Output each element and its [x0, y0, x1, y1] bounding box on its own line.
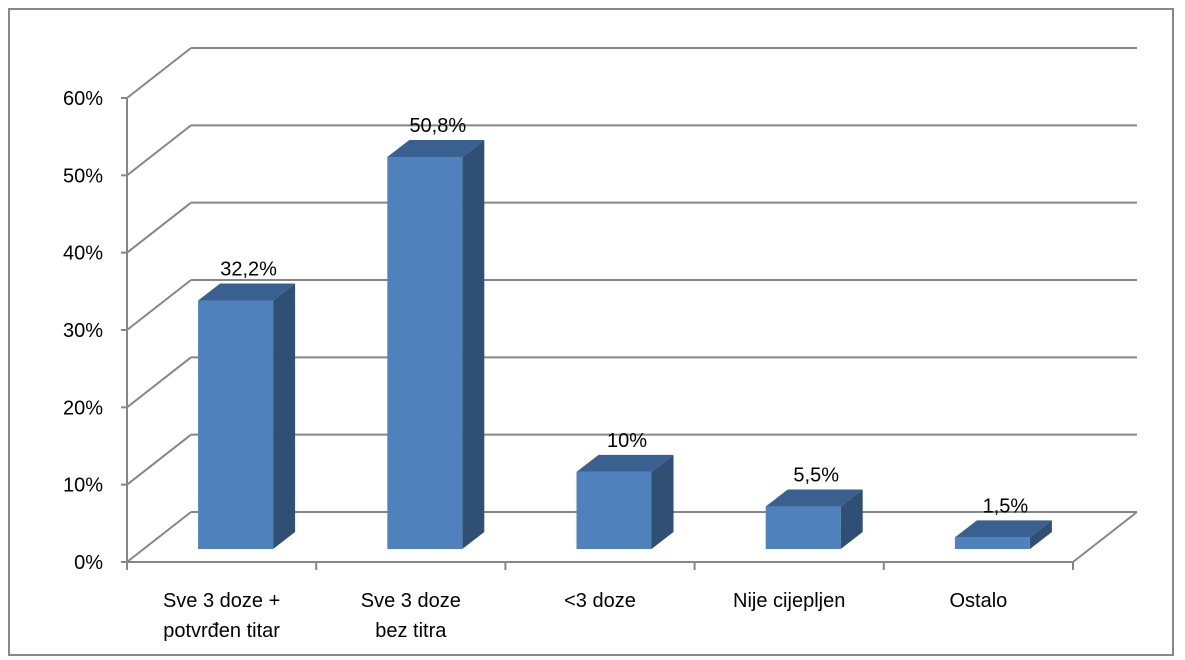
gridline-side — [126, 124, 192, 177]
x-tick-label: Ostalo — [949, 590, 1007, 612]
bar-side — [462, 139, 485, 549]
bar — [954, 537, 1030, 549]
y-tick-label: 40% — [63, 243, 103, 265]
bar — [765, 506, 841, 549]
data-label: 50,8% — [409, 115, 466, 137]
x-tick-label: Sve 3 doze + potvrđen titar — [163, 590, 280, 642]
bar-side — [840, 489, 863, 549]
bar-side — [1029, 520, 1052, 549]
bar-side — [651, 454, 674, 549]
bar-side — [273, 283, 296, 549]
gridline-side — [126, 511, 192, 563]
gridline-side — [126, 201, 192, 254]
x-tick-label: Sve 3 doze bez titra — [361, 590, 461, 642]
gridline-side — [126, 433, 192, 486]
y-tick-label: 60% — [63, 88, 103, 110]
bar-top — [954, 520, 1052, 538]
y-tick-label: 10% — [63, 475, 103, 497]
x-tick-label: Nije cijepljen — [733, 590, 845, 612]
data-label: 1,5% — [983, 495, 1029, 517]
bar — [387, 156, 463, 549]
data-label: 32,2% — [220, 259, 277, 281]
chart-frame: 0% 10% 20% 30% 40% 50% 60% Sve 3 doze + potvrđen… — [8, 8, 1174, 656]
gridline-side — [126, 356, 192, 409]
bar — [576, 471, 652, 549]
floor-edge — [1072, 511, 1138, 563]
gridline-side — [126, 47, 192, 99]
data-label: 5,5% — [793, 465, 839, 487]
bar-top — [765, 489, 863, 507]
y-tick-label: 0% — [74, 552, 103, 574]
data-label: 10% — [607, 430, 647, 452]
y-tick-label: 50% — [63, 165, 103, 187]
y-tick-label: 30% — [63, 320, 103, 342]
bar-chart: 0% 10% 20% 30% 40% 50% 60% Sve 3 doze + potvrđen… — [63, 47, 1138, 642]
x-tick-label: <3 doze — [564, 590, 636, 612]
gridline-side — [126, 279, 192, 331]
bar — [198, 300, 274, 549]
bar-top — [198, 283, 296, 301]
bar-top — [576, 454, 674, 472]
bar-top — [387, 139, 485, 157]
y-tick-label: 20% — [63, 397, 103, 419]
